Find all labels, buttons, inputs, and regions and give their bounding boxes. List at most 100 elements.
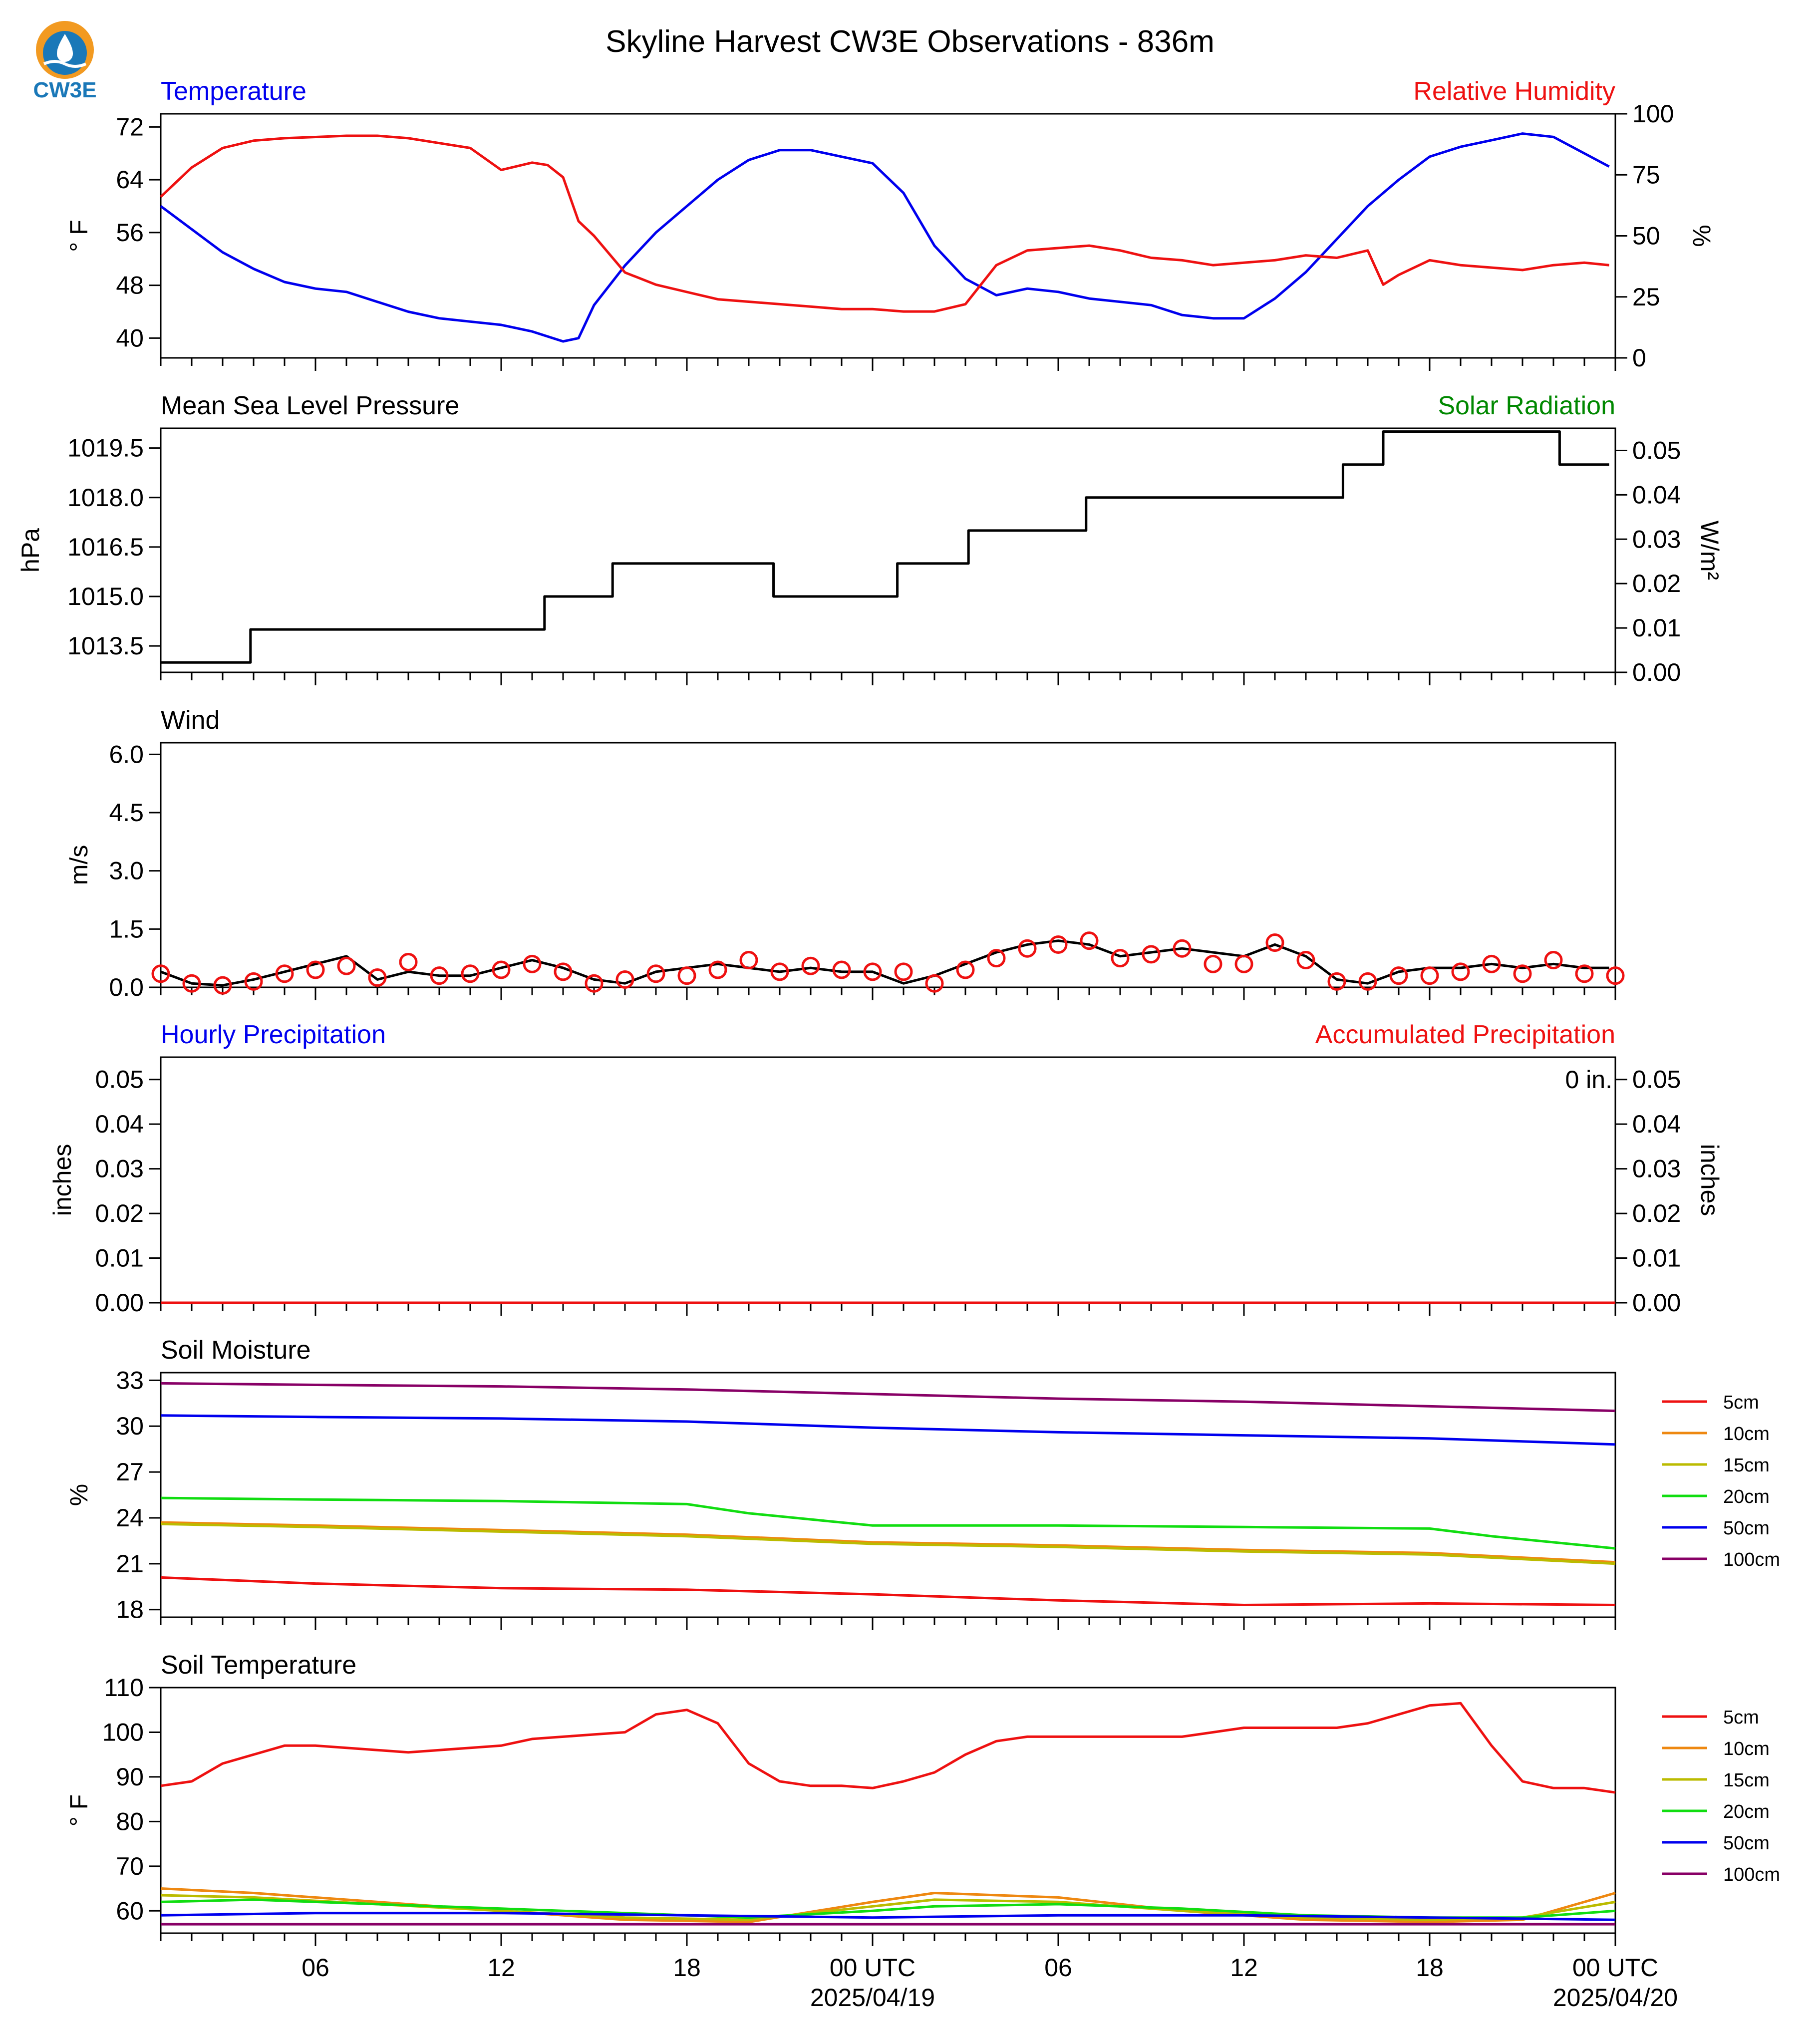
- wind-gust-point: [1296, 951, 1315, 970]
- y-tick-label-right: 25: [1632, 283, 1660, 311]
- wind-gust-point: [523, 954, 542, 973]
- wind-gust-point: [182, 974, 201, 993]
- panel-title-left: Soil Moisture: [161, 1336, 311, 1365]
- y-tick-label-left: 40: [116, 324, 144, 352]
- wind-gust-point: [151, 964, 170, 983]
- y-tick-label-right: 100: [1632, 100, 1674, 128]
- panel-4: Hourly Precipitation Accumulated Precipit…: [48, 1020, 1724, 1317]
- plot-frame: [160, 113, 1616, 359]
- legend-label: 20cm: [1723, 1486, 1770, 1507]
- x-tick-label: 12: [487, 1954, 515, 1982]
- wind-gust-point: [1575, 964, 1594, 983]
- wind-gust-point: [956, 960, 975, 979]
- wind-gust-point: [863, 962, 882, 981]
- y-axis-label-left: ° F: [65, 220, 93, 252]
- wind-gust-point: [894, 962, 913, 981]
- logo-text: CW3E: [33, 78, 96, 102]
- legend-label: 15cm: [1723, 1455, 1770, 1476]
- x-date-label: 2025/04/19: [810, 1984, 935, 2012]
- y-axis-label-left: ° F: [65, 1794, 93, 1826]
- series-line-5cm: [160, 1702, 1616, 1794]
- y-tick-label-left: 21: [116, 1550, 144, 1578]
- y-tick-label-left: 80: [116, 1807, 144, 1835]
- y-tick-label-left: 70: [116, 1852, 144, 1880]
- wind-gust-point: [677, 966, 696, 985]
- wind-gust-point: [1234, 954, 1253, 973]
- y-axis-label-right: %: [1688, 225, 1716, 247]
- panel-title-left: Hourly Precipitation: [161, 1020, 386, 1049]
- wind-gust-point: [739, 951, 758, 970]
- series-line-100cm: [160, 1382, 1616, 1413]
- panel-title-right: Relative Humidity: [1413, 77, 1615, 106]
- y-tick-label-right: 0.03: [1632, 1155, 1681, 1183]
- panel-title-left: Wind: [161, 706, 220, 735]
- panel-1: Temperature Relative Humidity 40 48 56 64 72 ° …: [65, 77, 1716, 372]
- y-axis-label-left: hPa: [16, 528, 44, 573]
- wind-gust-point: [1513, 964, 1532, 983]
- series-line-5cm: [160, 1576, 1616, 1606]
- x-tick-label: 00 UTC: [830, 1954, 915, 1982]
- y-tick-label-right: 0.01: [1632, 614, 1681, 642]
- x-date-label: 2025/04/20: [1553, 1984, 1678, 2012]
- wind-gust-point: [213, 976, 232, 995]
- x-tick-label: 06: [302, 1954, 329, 1982]
- series-line-1: [160, 939, 1609, 987]
- y-axis-label-left: inches: [48, 1144, 76, 1216]
- wind-gust-point: [492, 960, 511, 979]
- plot-frame: [160, 427, 1616, 673]
- y-tick-label-left: 0.00: [95, 1289, 144, 1317]
- panels: Temperature Relative Humidity 40 48 56 64 72 ° …: [16, 77, 1780, 2012]
- y-tick-label-right: 0.02: [1632, 570, 1681, 597]
- x-tick-label: 12: [1230, 1954, 1258, 1982]
- x-tick-label: 18: [1416, 1954, 1444, 1982]
- y-tick-label-left: 27: [116, 1458, 144, 1486]
- wind-gust-point: [554, 962, 573, 981]
- panel-6: Soil Temperature 60 70 80 90 100 110 ° F 5cm 10cm…: [65, 1651, 1780, 2012]
- x-tick-label: 18: [673, 1954, 701, 1982]
- y-tick-label-right: 0.03: [1632, 525, 1681, 553]
- wind-gust-point: [832, 960, 851, 979]
- y-tick-label-left: 0.01: [95, 1244, 144, 1272]
- panel-title-right: Accumulated Precipitation: [1315, 1020, 1615, 1049]
- wind-gust-point: [615, 970, 634, 989]
- y-tick-label-left: 33: [116, 1366, 144, 1394]
- y-tick-label-right: 0.00: [1632, 658, 1681, 686]
- y-tick-label-right: 0.04: [1632, 1110, 1681, 1138]
- plot-frame: [160, 742, 1616, 988]
- y-tick-label-right: 0.05: [1632, 436, 1681, 464]
- panel-title-left: Temperature: [161, 77, 306, 106]
- y-tick-label-left: 100: [102, 1718, 144, 1746]
- wind-gust-point: [1080, 931, 1099, 950]
- y-tick-label-left: 1018.0: [67, 484, 144, 512]
- wind-gust-point: [1265, 933, 1284, 952]
- wind-gust-point: [1204, 954, 1222, 973]
- y-tick-label-left: 24: [116, 1504, 144, 1532]
- y-tick-label-right: 75: [1632, 161, 1660, 189]
- legend-label: 10cm: [1723, 1424, 1770, 1445]
- series-line-50cm: [160, 1414, 1616, 1446]
- y-tick-label-right: 0.02: [1632, 1199, 1681, 1227]
- x-tick-label: 06: [1044, 1954, 1072, 1982]
- y-tick-label-right: 0.00: [1632, 1289, 1681, 1317]
- legend-label: 100cm: [1723, 1549, 1780, 1570]
- y-axis-label-left: m/s: [65, 845, 93, 885]
- wind-gust-point: [1389, 966, 1408, 985]
- wind-gust-point: [1173, 939, 1192, 958]
- accumulated-annotation: 0 in.: [1565, 1066, 1612, 1094]
- wind-gust-point: [275, 964, 294, 983]
- wind-gust-point: [337, 956, 356, 975]
- wind-gust-point: [770, 962, 789, 981]
- wind-gust-point: [1142, 945, 1161, 964]
- y-tick-label-left: 56: [116, 219, 144, 247]
- y-axis-label-right: inches: [1696, 1144, 1724, 1216]
- legend-label: 50cm: [1723, 1518, 1770, 1539]
- wind-gust-point: [430, 966, 449, 985]
- x-tick-label: 00 UTC: [1572, 1954, 1658, 1982]
- series-line-50cm: [160, 1912, 1616, 1921]
- y-tick-label-left: 4.5: [109, 799, 144, 827]
- y-tick-label-left: 1015.0: [67, 582, 144, 610]
- y-tick-label-left: 0.0: [109, 973, 144, 1001]
- series-line-2: [160, 134, 1609, 313]
- logo-wave-icon: [43, 60, 87, 68]
